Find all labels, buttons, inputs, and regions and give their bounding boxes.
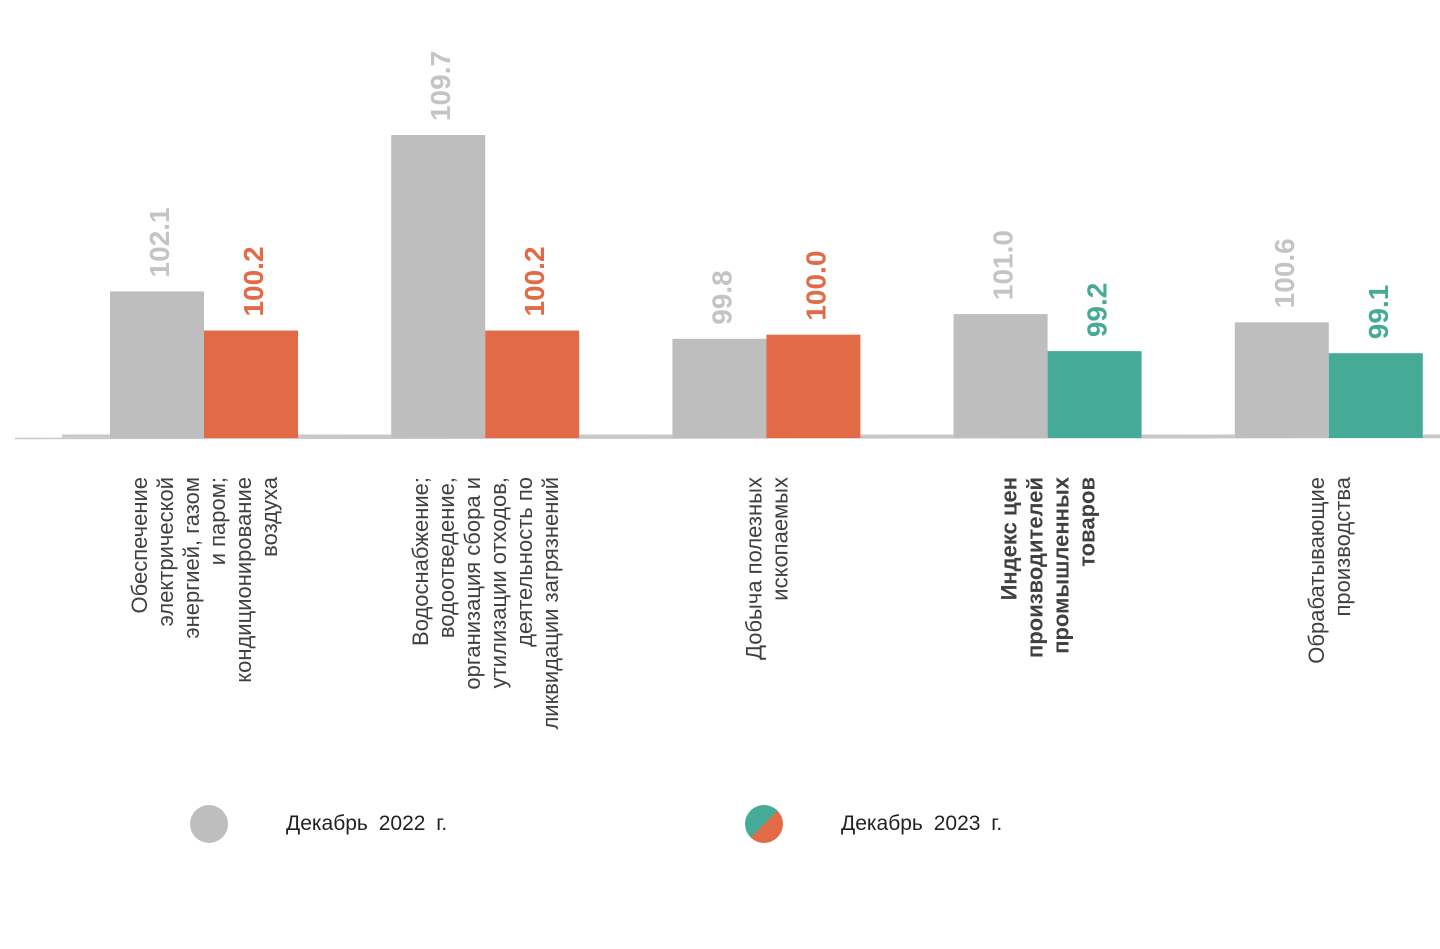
category-label: Обеспечение электрической энергией, газом и… <box>127 476 282 683</box>
legend-swatch-2023 <box>745 805 783 843</box>
value-label-dec-2022: 99.8 <box>706 270 737 325</box>
value-label-dec-2023: 99.1 <box>1363 285 1394 340</box>
bar-dec-2023 <box>485 330 580 438</box>
category-label-line: водоотведение, <box>434 477 459 638</box>
category-label: Индекс цен производителей промышленных това… <box>997 476 1100 658</box>
category-label-line: ликвидации загрязнений <box>538 477 563 730</box>
value-label-dec-2022: 101.0 <box>988 230 1019 300</box>
category-label-line: кондиционирование <box>231 477 256 683</box>
category-label-line: утилизации отходов, <box>486 477 511 688</box>
value-label-dec-2023: 99.2 <box>1082 283 1113 338</box>
category-label-line: деятельность по <box>512 477 537 647</box>
value-label-dec-2023: 100.0 <box>800 251 831 321</box>
category-label-line: Обеспечение <box>127 477 152 614</box>
bar-dec-2022 <box>1234 322 1329 438</box>
category-label-line: воздуха <box>257 476 282 557</box>
bar-dec-2023 <box>766 334 861 438</box>
category-label: Водоснабжение; водоотведение, организация … <box>408 477 563 730</box>
bar-dec-2023 <box>204 330 298 438</box>
category-label-line: производителей <box>1023 477 1048 658</box>
category-label-line: промышленных <box>1049 476 1074 654</box>
category-label-line: производства <box>1330 476 1355 616</box>
category-label-line: Обрабатывающие <box>1304 477 1329 664</box>
bar-dec-2022 <box>953 314 1048 438</box>
category-label: Обрабатывающие производства <box>1304 476 1355 663</box>
bar-dec-2023 <box>1047 351 1142 438</box>
category-label-line: товаров <box>1075 477 1100 567</box>
category-label-line: ископаемых <box>767 477 792 601</box>
category-label-line: электрической <box>153 477 178 626</box>
bar-dec-2022 <box>672 338 767 438</box>
category-label-line: энергией, газом <box>179 477 204 639</box>
legend-item-2023: Декабрь 2023 г. <box>745 804 1002 844</box>
category-label: Добыча полезных ископаемых <box>741 477 792 660</box>
value-label-dec-2022: 100.6 <box>1269 238 1300 308</box>
category-label-line: Индекс цен <box>997 477 1022 600</box>
value-label-dec-2023: 100.2 <box>238 246 269 316</box>
bar-dec-2023 <box>1328 353 1423 438</box>
bar-dec-2022 <box>391 135 486 439</box>
category-label-line: Водоснабжение; <box>408 477 433 646</box>
legend-swatch-2022 <box>190 805 228 843</box>
category-label-line: организация сбора и <box>460 477 485 690</box>
legend-label-2023: Декабрь 2023 г. <box>841 812 1003 835</box>
value-label-dec-2023: 100.2 <box>519 246 550 316</box>
legend-item-2022: Декабрь 2022 г. <box>190 804 447 844</box>
value-label-dec-2022: 102.1 <box>144 207 175 277</box>
category-label-line: Добыча полезных <box>741 477 766 660</box>
category-label-line: и паром; <box>205 477 230 565</box>
legend-label-2022: Декабрь 2022 г. <box>286 812 448 835</box>
value-label-dec-2022: 109.7 <box>425 51 456 121</box>
bar-dec-2022 <box>110 291 204 438</box>
